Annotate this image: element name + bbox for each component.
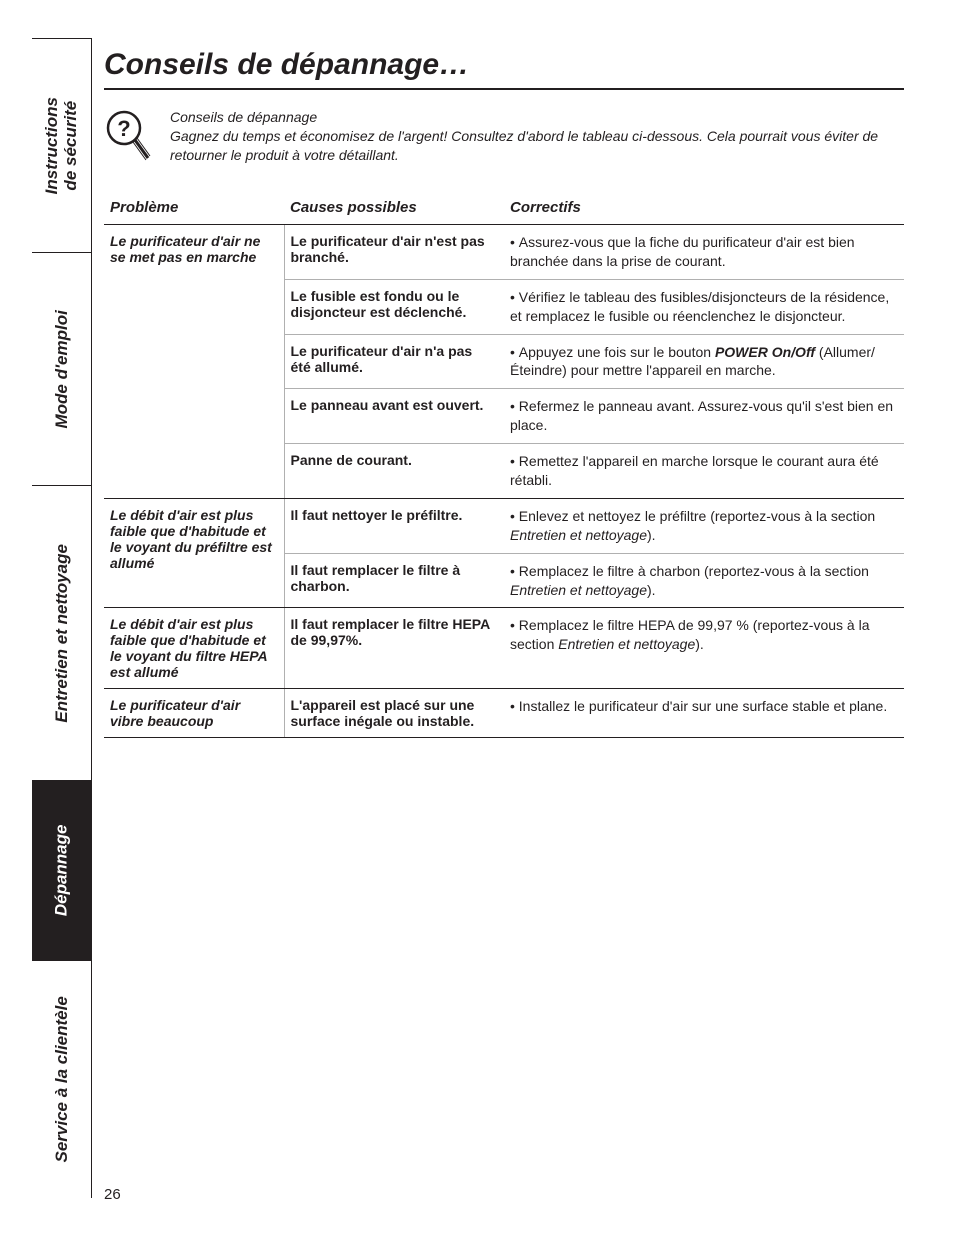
cell-cause: Panne de courant. bbox=[284, 444, 504, 499]
fix-text: Enlevez et nettoyez le préfiltre (report… bbox=[510, 508, 875, 543]
cell-cause: Le purificateur d'air n'est pas branché. bbox=[284, 225, 504, 280]
intro-body: Gagnez du temps et économisez de l'argen… bbox=[170, 128, 878, 163]
table-row: Le débit d'air est plus faible que d'hab… bbox=[104, 498, 904, 553]
svg-text:?: ? bbox=[117, 116, 130, 141]
tab-instructions-label: Instructionsde sécurité bbox=[43, 97, 80, 194]
tab-mode-label: Mode d'emploi bbox=[53, 310, 72, 428]
power-bold: POWER On/Off bbox=[715, 344, 815, 360]
cell-problem: Le purificateur d'air ne se met pas en m… bbox=[104, 225, 284, 499]
fix-text: Remettez l'appareil en marche lorsque le… bbox=[510, 453, 879, 488]
cell-cause: Il faut nettoyer le préfiltre. bbox=[284, 498, 504, 553]
tab-instructions[interactable]: Instructionsde sécurité bbox=[32, 38, 92, 253]
tab-service[interactable]: Service à la clientèle bbox=[32, 961, 92, 1198]
cell-cause: Le fusible est fondu ou le disjoncteur e… bbox=[284, 279, 504, 334]
fix-text: Refermez le panneau avant. Assurez-vous … bbox=[510, 398, 893, 433]
tab-mode-emploi[interactable]: Mode d'emploi bbox=[32, 253, 92, 486]
table-row: Le purificateur d'air vibre beaucoup L'a… bbox=[104, 689, 904, 738]
intro-row: ? Conseils de dépannage Gagnez du temps … bbox=[104, 108, 904, 173]
tab-depannage[interactable]: Dépannage bbox=[32, 781, 91, 961]
question-magnifier-icon: ? bbox=[104, 108, 152, 173]
table-row: Le débit d'air est plus faible que d'hab… bbox=[104, 608, 904, 689]
cell-fix: Refermez le panneau avant. Assurez-vous … bbox=[504, 389, 904, 444]
cell-cause: Il faut remplacer le filtre à charbon. bbox=[284, 553, 504, 608]
cell-cause: Le panneau avant est ouvert. bbox=[284, 389, 504, 444]
tab-service-label: Service à la clientèle bbox=[53, 996, 72, 1162]
troubleshoot-table: Problème Causes possibles Correctifs Le … bbox=[104, 191, 904, 738]
cell-cause: L'appareil est placé sur une surface iné… bbox=[284, 689, 504, 738]
page-number: 26 bbox=[104, 1186, 121, 1203]
tab-depannage-label: Dépannage bbox=[52, 825, 71, 917]
fix-text: Appuyez une fois sur le bouton POWER On/… bbox=[510, 344, 875, 379]
fix-text: Vérifiez le tableau des fusibles/disjonc… bbox=[510, 289, 889, 324]
col-header-fix: Correctifs bbox=[504, 191, 904, 225]
cell-fix: Remettez l'appareil en marche lorsque le… bbox=[504, 444, 904, 499]
fix-text: Remplacez le filtre à charbon (reportez-… bbox=[510, 563, 869, 598]
cell-fix: Installez le purificateur d'air sur une … bbox=[504, 689, 904, 738]
cell-problem: Le purificateur d'air vibre beaucoup bbox=[104, 689, 284, 738]
cell-fix: Remplacez le filtre à charbon (reportez-… bbox=[504, 553, 904, 608]
col-header-problem: Problème bbox=[104, 191, 284, 225]
cell-fix: Appuyez une fois sur le bouton POWER On/… bbox=[504, 334, 904, 389]
cell-fix: Remplacez le filtre HEPA de 99,97 % (rep… bbox=[504, 608, 904, 689]
fix-text: Remplacez le filtre HEPA de 99,97 % (rep… bbox=[510, 617, 869, 652]
cell-fix: Vérifiez le tableau des fusibles/disjonc… bbox=[504, 279, 904, 334]
cell-cause: Le purificateur d'air n'a pas été allumé… bbox=[284, 334, 504, 389]
intro-heading: Conseils de dépannage bbox=[170, 108, 904, 127]
cell-problem: Le débit d'air est plus faible que d'hab… bbox=[104, 608, 284, 689]
intro-text: Conseils de dépannage Gagnez du temps et… bbox=[170, 108, 904, 165]
cell-fix: Enlevez et nettoyez le préfiltre (report… bbox=[504, 498, 904, 553]
fix-text: Installez le purificateur d'air sur une … bbox=[510, 698, 887, 714]
cell-fix: Assurez-vous que la fiche du purificateu… bbox=[504, 225, 904, 280]
main-content: Conseils de dépannage… ? Conseils de dép… bbox=[104, 48, 904, 738]
tab-entretien[interactable]: Entretien et nettoyage bbox=[32, 486, 92, 781]
table-row: Le purificateur d'air ne se met pas en m… bbox=[104, 225, 904, 280]
side-tabs-container: Instructionsde sécurité Mode d'emploi En… bbox=[32, 38, 92, 1198]
page-title: Conseils de dépannage… bbox=[104, 48, 904, 90]
tab-entretien-label: Entretien et nettoyage bbox=[53, 544, 72, 723]
cell-problem: Le débit d'air est plus faible que d'hab… bbox=[104, 498, 284, 608]
col-header-cause: Causes possibles bbox=[284, 191, 504, 225]
fix-text: Assurez-vous que la fiche du purificateu… bbox=[510, 234, 855, 269]
table-header-row: Problème Causes possibles Correctifs bbox=[104, 191, 904, 225]
cell-cause: Il faut remplacer le filtre HEPA de 99,9… bbox=[284, 608, 504, 689]
